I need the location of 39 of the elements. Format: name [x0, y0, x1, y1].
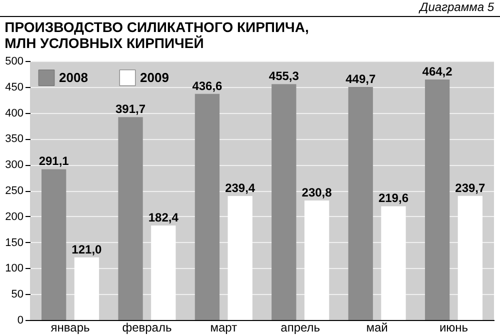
y-tick-label: 450 — [5, 81, 24, 94]
bar — [118, 117, 143, 320]
data-label: 121,0 — [72, 242, 102, 256]
y-tick-label: 300 — [5, 159, 24, 172]
text: Диаграмма 5 — [0, 0, 500, 17]
x-tick-label: апрель — [280, 320, 320, 334]
x-tick-label: март — [210, 320, 238, 334]
data-label: 455,3 — [268, 69, 300, 84]
bar — [42, 169, 66, 320]
bar — [348, 87, 373, 320]
y-tick-label: 400 — [5, 107, 24, 120]
x-tick-label: февраль — [122, 320, 172, 334]
data-label: 219,6 — [378, 191, 409, 206]
legend-label: 2008 — [59, 70, 88, 85]
data-label: 239,4 — [225, 180, 256, 195]
y-tick-label: 500 — [5, 56, 24, 68]
x-tick-label: май — [366, 320, 388, 334]
y-tick-label: 0 — [17, 314, 24, 326]
data-label: 391,7 — [116, 102, 146, 116]
x-tick-label: июнь — [439, 320, 468, 334]
data-label: 230,8 — [302, 185, 332, 200]
chart-title: ПРОИЗВОДСТВО СИЛИКАТНОГО КИРПИЧА, МЛН УСЛОВНЫХ КИРПИЧЕЙ — [4, 19, 309, 51]
y-tick-label: 350 — [5, 133, 24, 146]
data-label: 436,6 — [192, 78, 223, 93]
y-tick-label: 200 — [5, 210, 24, 223]
y-tick-label: 50 — [11, 288, 24, 301]
bar — [194, 94, 220, 320]
bar — [272, 84, 296, 320]
data-label: 239,7 — [455, 180, 486, 195]
y-tick-label: 250 — [5, 185, 24, 197]
y-tick-label: 150 — [5, 236, 24, 249]
data-label: 182,4 — [148, 210, 179, 225]
x-tick-label: январь — [50, 320, 90, 334]
data-label: 449,7 — [346, 72, 376, 86]
data-label: 464,2 — [422, 64, 453, 79]
bar — [424, 80, 450, 320]
data-label: 291,1 — [38, 154, 70, 168]
legend-label: 2009 — [140, 70, 169, 85]
y-tick-label: 100 — [5, 262, 24, 275]
